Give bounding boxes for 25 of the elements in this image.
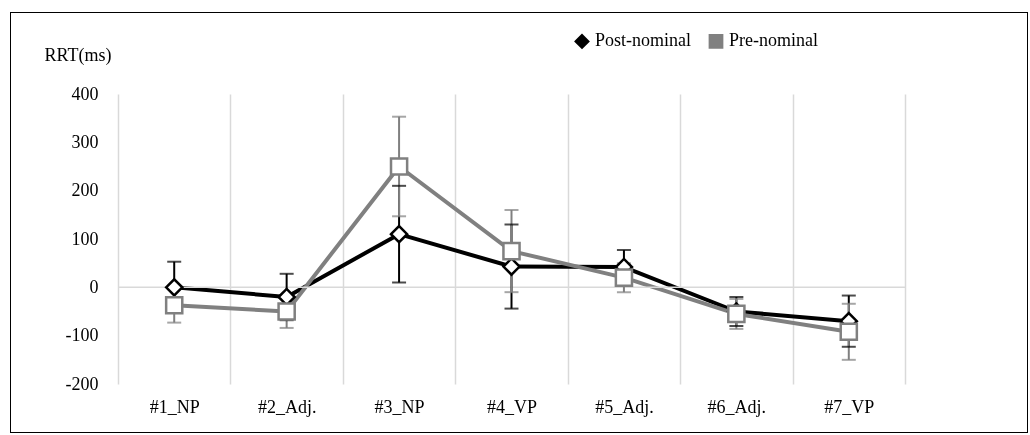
y-tick-label: -100	[65, 325, 99, 346]
x-tick-label: #6_Adj.	[707, 396, 767, 417]
point	[389, 224, 409, 244]
point	[502, 241, 521, 261]
legend-label: Pre-nominal	[729, 30, 818, 51]
y-tick-label: 100	[71, 228, 99, 249]
y-axis-title: RRT(ms)	[44, 44, 112, 66]
y-tick-label: 200	[71, 180, 99, 201]
legend-label: Post-nominal	[595, 30, 692, 51]
y-tick-label: 400	[71, 83, 99, 104]
point	[614, 268, 634, 287]
point	[277, 302, 296, 321]
x-tick-label: #2_Adj.	[257, 396, 317, 417]
point	[839, 322, 859, 342]
x-tick-label: #4_VP	[486, 396, 538, 417]
x-tick-label: #3_NP	[374, 396, 425, 417]
y-tick-label: 300	[71, 131, 99, 152]
point	[164, 278, 184, 297]
x-tick-label: #5_Adj.	[595, 396, 654, 417]
point	[389, 157, 409, 176]
x-tick-label: #1_NP	[149, 396, 200, 417]
x-tick-label: #7_VP	[824, 396, 875, 417]
y-tick-label: -200	[65, 373, 99, 394]
point	[164, 295, 184, 315]
y-tick-label: 0	[89, 276, 99, 297]
